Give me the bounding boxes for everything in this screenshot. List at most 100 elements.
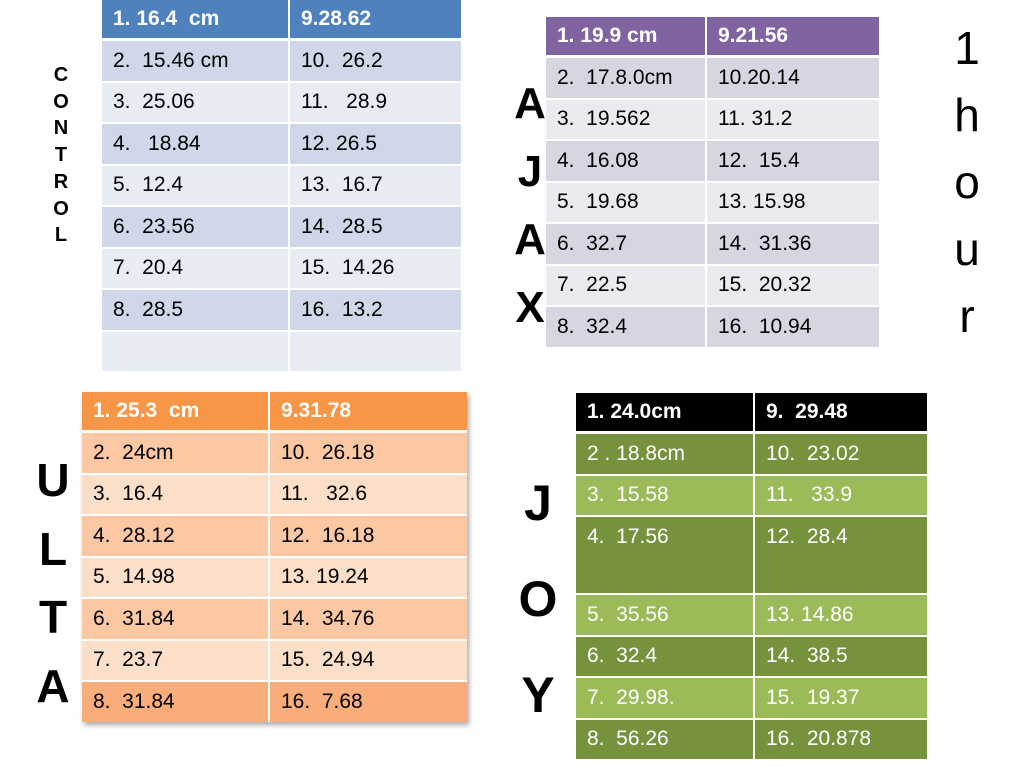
table-cell: 8. 31.84 bbox=[82, 681, 270, 722]
table-cell: 7. 22.5 bbox=[546, 264, 707, 307]
table-row: 4. 16.08 12. 15.4 bbox=[546, 140, 879, 183]
control-label-letter: N bbox=[53, 117, 69, 140]
table-cell: 3. 16.4 bbox=[82, 473, 270, 516]
table-cell: 13. 16.7 bbox=[289, 164, 461, 207]
table-header-row: 1. 24.0cm 9. 29.48 bbox=[576, 393, 927, 434]
table-cell: 16. 7.68 bbox=[269, 681, 467, 722]
ulta-label-letter: U bbox=[36, 454, 70, 506]
control-label-letter: O bbox=[53, 197, 69, 220]
table-cell: 2. 15.46 cm bbox=[102, 39, 290, 83]
time-label-letter: u bbox=[954, 223, 980, 275]
joy-table: 1. 24.0cm 9. 29.48 2 . 18.8cm 10. 23.02 … bbox=[576, 393, 927, 761]
table-cell: 4. 17.56 bbox=[576, 516, 755, 595]
table-row: 5. 12.4 13. 16.7 bbox=[102, 164, 461, 207]
time-label-letter: h bbox=[954, 89, 980, 141]
ulta-label-letter: T bbox=[38, 591, 68, 643]
table-cell: 10. 26.2 bbox=[289, 39, 461, 83]
table-cell: 4. 18.84 bbox=[102, 123, 290, 166]
table-cell: 15. 19.37 bbox=[754, 677, 927, 720]
table-cell: 3. 25.06 bbox=[102, 81, 290, 124]
table-row: 3. 19.562 11. 31.2 bbox=[546, 98, 879, 141]
table-cell: 11. 28.9 bbox=[289, 81, 461, 124]
ajax-label: A J A X bbox=[510, 70, 550, 342]
header-cell: 9.31.78 bbox=[269, 392, 467, 433]
table-row: 3. 25.06 11. 28.9 bbox=[102, 81, 461, 124]
table-row: 6. 23.56 14. 28.5 bbox=[102, 206, 461, 249]
header-cell: 1. 25.3 cm bbox=[82, 392, 270, 433]
table-cell: 7. 20.4 bbox=[102, 247, 290, 290]
table-row: 4. 17.56 12. 28.4 bbox=[576, 516, 927, 595]
table-cell: 2 . 18.8cm bbox=[576, 432, 755, 476]
table-row: 7. 29.98. 15. 19.37 bbox=[576, 677, 927, 720]
ajax-label-letter: A bbox=[514, 215, 546, 264]
table-row: 8. 56.26 16. 20.878 bbox=[576, 718, 927, 761]
table-cell: 13. 19.24 bbox=[269, 556, 467, 599]
table-cell: 14. 38.5 bbox=[754, 635, 927, 678]
table-cell: 6. 32.4 bbox=[576, 635, 755, 678]
header-cell: 1. 19.9 cm bbox=[546, 17, 707, 58]
table-header-row: 1. 16.4 cm 9.28.62 bbox=[102, 0, 461, 41]
header-cell: 1. 24.0cm bbox=[576, 393, 755, 434]
table-cell: 13. 14.86 bbox=[754, 594, 927, 637]
control-label-letter: R bbox=[53, 170, 69, 193]
table-cell: 2. 24cm bbox=[82, 431, 270, 475]
control-label-letter: L bbox=[54, 224, 68, 247]
table-cell: 12. 26.5 bbox=[289, 123, 461, 166]
table-cell: 11. 31.2 bbox=[706, 98, 879, 141]
table-row: 6. 31.84 14. 34.76 bbox=[82, 598, 467, 641]
table-row: 6. 32.7 14. 31.36 bbox=[546, 223, 879, 266]
table-cell: 4. 16.08 bbox=[546, 140, 707, 183]
table-cell: 10.20.14 bbox=[706, 56, 879, 100]
header-cell: 9.28.62 bbox=[289, 0, 461, 41]
table-header-row: 1. 25.3 cm 9.31.78 bbox=[82, 392, 467, 433]
table-cell: 15. 24.94 bbox=[269, 639, 467, 682]
control-label-letter: C bbox=[53, 64, 69, 86]
ajax-table: 1. 19.9 cm 9.21.56 2. 17.8.0cm 10.20.14 … bbox=[546, 17, 879, 349]
table-row-empty bbox=[102, 330, 461, 373]
table-cell: 2. 17.8.0cm bbox=[546, 56, 707, 100]
control-label-letter: T bbox=[54, 144, 68, 167]
table-row: 5. 19.68 13. 15.98 bbox=[546, 181, 879, 224]
time-label: 1 h o u r bbox=[944, 15, 990, 350]
time-label-letter: o bbox=[954, 156, 980, 208]
table-row: 7. 23.7 15. 24.94 bbox=[82, 639, 467, 682]
table-cell: 14. 34.76 bbox=[269, 598, 467, 641]
ajax-label-letter: X bbox=[515, 283, 545, 332]
ulta-label: U L T A bbox=[30, 446, 76, 720]
table-cell: 5. 19.68 bbox=[546, 181, 707, 224]
table-row: 8. 31.84 16. 7.68 bbox=[82, 681, 467, 722]
control-table: 1. 16.4 cm 9.28.62 2. 15.46 cm 10. 26.2 … bbox=[102, 0, 461, 373]
ulta-label-letter: L bbox=[38, 522, 68, 575]
table-cell: 13. 15.98 bbox=[706, 181, 879, 224]
table-row: 5. 14.98 13. 19.24 bbox=[82, 556, 467, 599]
table-cell: 6. 23.56 bbox=[102, 206, 290, 249]
table-cell: 14. 31.36 bbox=[706, 223, 879, 266]
table-cell: 8. 56.26 bbox=[576, 718, 755, 761]
table-row: 6. 32.4 14. 38.5 bbox=[576, 635, 927, 678]
joy-label: J O Y bbox=[508, 455, 568, 743]
table-cell: 8. 28.5 bbox=[102, 289, 290, 332]
table-cell: 6. 32.7 bbox=[546, 223, 707, 266]
table-cell: 16. 10.94 bbox=[706, 306, 879, 349]
time-label-letter: 1 bbox=[954, 22, 980, 74]
table-cell: 15. 20.32 bbox=[706, 264, 879, 307]
table-cell: 12. 15.4 bbox=[706, 140, 879, 183]
ulta-label-letter: A bbox=[36, 659, 70, 712]
table-cell: 14. 28.5 bbox=[289, 206, 461, 249]
table-row: 4. 18.84 12. 26.5 bbox=[102, 123, 461, 166]
table-cell: 3. 15.58 bbox=[576, 474, 755, 517]
table-header-row: 1. 19.9 cm 9.21.56 bbox=[546, 17, 879, 58]
table-row: 2. 17.8.0cm 10.20.14 bbox=[546, 56, 879, 100]
ajax-label-letter: A bbox=[514, 79, 546, 128]
control-label: C O N T R O L bbox=[50, 62, 72, 249]
header-cell: 9. 29.48 bbox=[754, 393, 927, 434]
table-cell: 16. 20.878 bbox=[754, 718, 927, 761]
table-cell: 8. 32.4 bbox=[546, 306, 707, 349]
header-cell: 9.21.56 bbox=[706, 17, 879, 58]
table-cell: 11. 33.9 bbox=[754, 474, 927, 517]
joy-label-letter: J bbox=[524, 475, 552, 531]
table-cell: 10. 23.02 bbox=[754, 432, 927, 476]
table-cell: 12. 16.18 bbox=[269, 515, 467, 558]
table-cell: 5. 12.4 bbox=[102, 164, 290, 207]
control-label-letter: O bbox=[53, 90, 69, 113]
